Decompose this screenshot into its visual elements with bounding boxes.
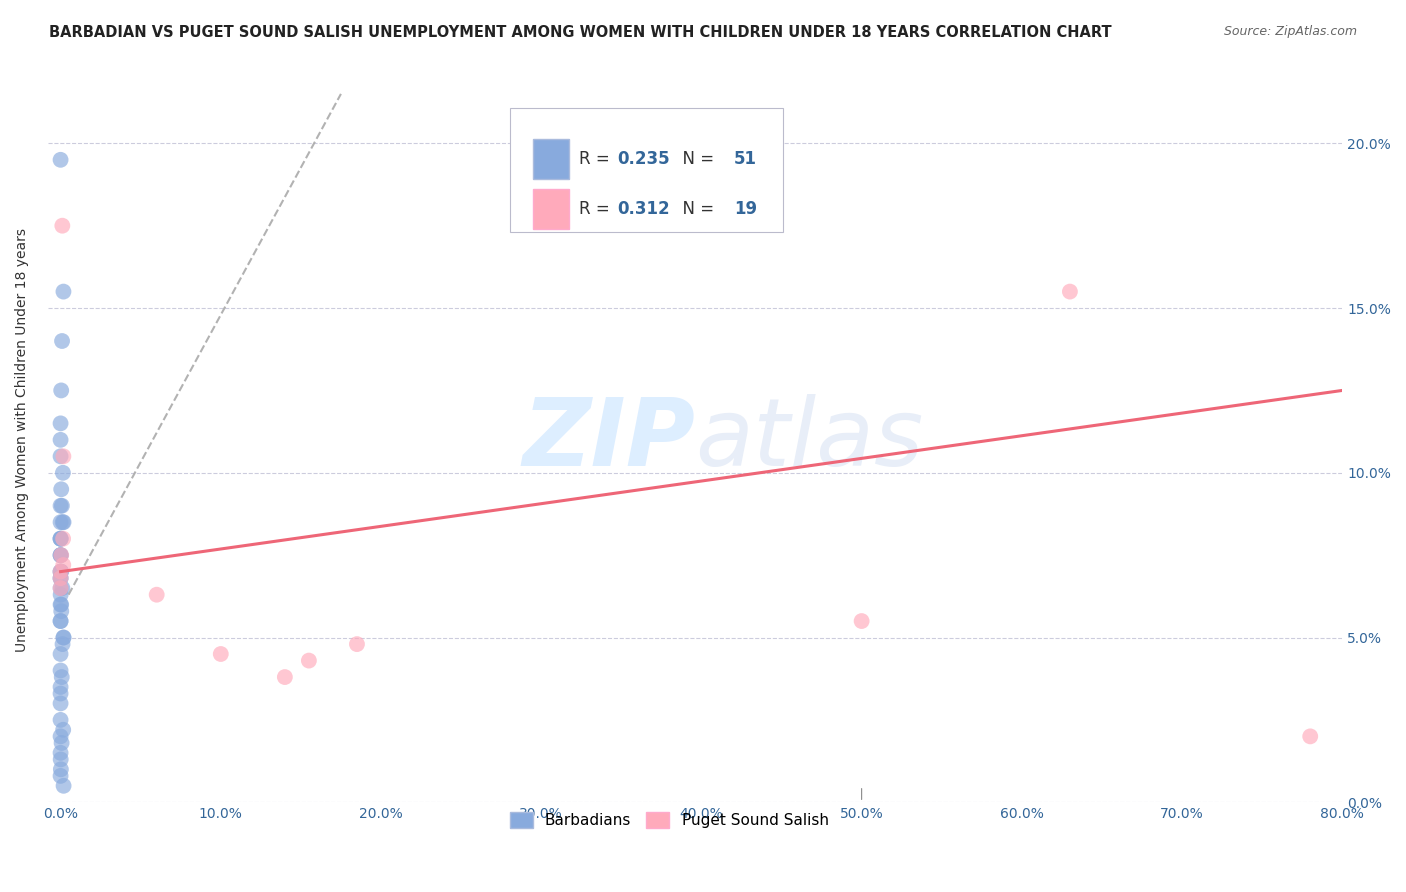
Text: N =: N = xyxy=(672,150,718,168)
Point xyxy=(49,581,72,595)
Point xyxy=(52,631,75,645)
Point xyxy=(49,614,72,628)
Point xyxy=(51,548,73,562)
Point xyxy=(49,571,72,585)
Point xyxy=(49,565,72,579)
Point xyxy=(49,769,72,783)
Text: BARBADIAN VS PUGET SOUND SALISH UNEMPLOYMENT AMONG WOMEN WITH CHILDREN UNDER 18 : BARBADIAN VS PUGET SOUND SALISH UNEMPLOY… xyxy=(49,25,1112,40)
Point xyxy=(49,752,72,766)
Text: 19: 19 xyxy=(734,200,756,219)
Point xyxy=(51,581,73,595)
Point xyxy=(49,713,72,727)
Point xyxy=(52,779,75,793)
Point xyxy=(49,450,72,464)
Text: R =: R = xyxy=(578,150,614,168)
Point xyxy=(1299,730,1322,744)
Point xyxy=(49,417,72,431)
Point xyxy=(51,637,73,651)
Point xyxy=(52,515,75,529)
Point xyxy=(52,532,75,546)
Point xyxy=(52,723,75,737)
Point xyxy=(49,697,72,711)
Point xyxy=(51,736,73,750)
Text: R =: R = xyxy=(578,200,614,219)
Point xyxy=(49,153,72,167)
Point xyxy=(52,466,75,480)
Point xyxy=(51,483,73,497)
Point xyxy=(49,730,72,744)
Text: 0.235: 0.235 xyxy=(617,150,671,168)
Point xyxy=(49,433,72,447)
Point xyxy=(49,680,72,694)
Point xyxy=(49,598,72,612)
Point xyxy=(49,499,72,513)
Point xyxy=(49,746,72,760)
Text: 51: 51 xyxy=(734,150,756,168)
Point xyxy=(49,687,72,701)
Point xyxy=(145,588,167,602)
Point xyxy=(49,532,72,546)
Point xyxy=(49,571,72,585)
Point xyxy=(209,647,232,661)
Text: ZIP: ZIP xyxy=(522,394,695,486)
Point xyxy=(49,588,72,602)
Point xyxy=(49,762,72,776)
Point xyxy=(51,670,73,684)
FancyBboxPatch shape xyxy=(533,189,569,229)
Point xyxy=(52,450,75,464)
Text: 0.312: 0.312 xyxy=(617,200,671,219)
Point xyxy=(49,548,72,562)
Legend: Barbadians, Puget Sound Salish: Barbadians, Puget Sound Salish xyxy=(503,806,835,835)
Point xyxy=(851,614,873,628)
Point xyxy=(52,558,75,572)
Point xyxy=(49,548,72,562)
Point xyxy=(298,654,321,668)
Text: N =: N = xyxy=(672,200,718,219)
Point xyxy=(49,548,72,562)
Point xyxy=(49,565,72,579)
Point xyxy=(51,604,73,618)
FancyBboxPatch shape xyxy=(510,108,783,232)
Point xyxy=(52,515,75,529)
Point xyxy=(49,647,72,661)
Point xyxy=(346,637,368,651)
Text: Source: ZipAtlas.com: Source: ZipAtlas.com xyxy=(1223,25,1357,38)
Point xyxy=(49,515,72,529)
Point xyxy=(1059,285,1081,299)
Point xyxy=(49,664,72,678)
Point xyxy=(49,581,72,595)
Point xyxy=(49,532,72,546)
Text: atlas: atlas xyxy=(695,394,924,485)
Y-axis label: Unemployment Among Women with Children Under 18 years: Unemployment Among Women with Children U… xyxy=(15,227,30,652)
Point xyxy=(52,285,75,299)
Point xyxy=(51,384,73,398)
Point xyxy=(274,670,297,684)
Point xyxy=(51,565,73,579)
Point xyxy=(49,571,72,585)
Point xyxy=(49,565,72,579)
Point xyxy=(49,532,72,546)
Point xyxy=(51,219,73,233)
Point xyxy=(51,334,73,348)
Point xyxy=(51,499,73,513)
Point xyxy=(49,598,72,612)
FancyBboxPatch shape xyxy=(533,138,569,178)
Point xyxy=(49,614,72,628)
Point xyxy=(52,631,75,645)
